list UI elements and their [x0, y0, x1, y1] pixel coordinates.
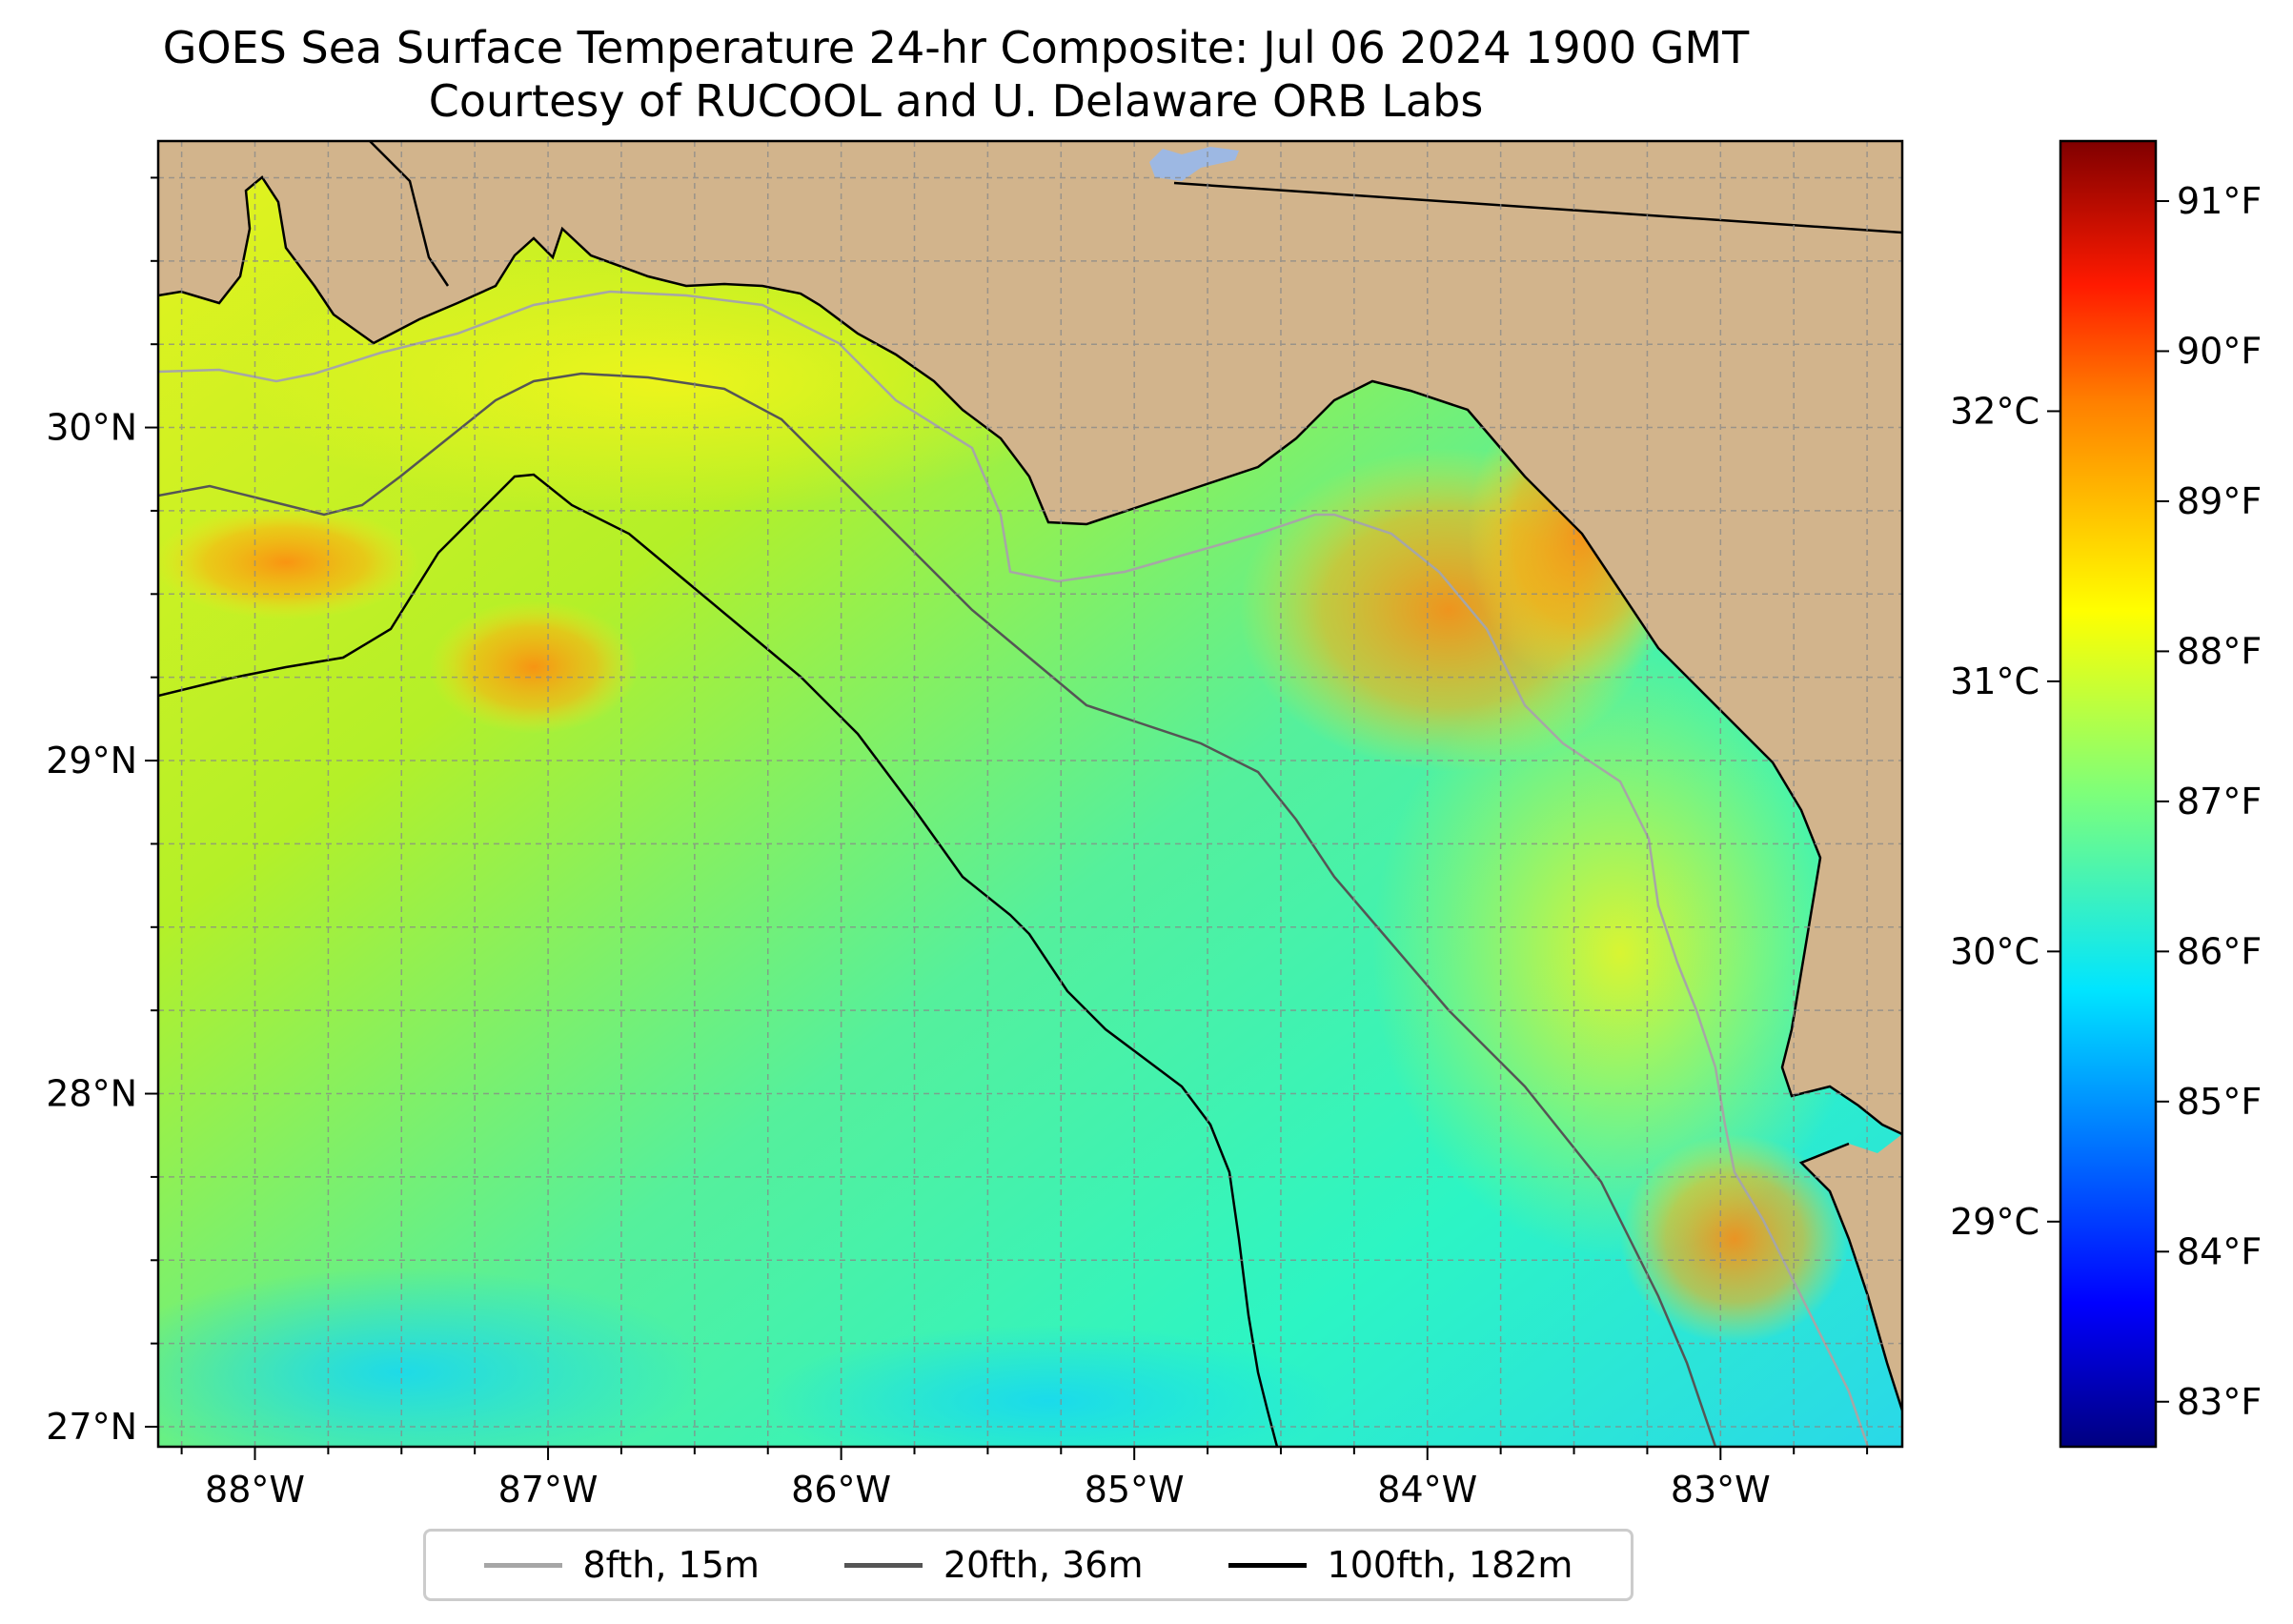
- colorbar-f-label: 83°F: [2177, 1381, 2262, 1423]
- warm-patch-central: [429, 600, 639, 734]
- legend-item-100fth: 100fth, 182m: [1228, 1544, 1573, 1586]
- lat-tick-label: 29°N: [46, 740, 137, 782]
- legend-label-100fth: 100fth, 182m: [1327, 1544, 1573, 1586]
- colorbar-f-label: 91°F: [2177, 180, 2262, 222]
- lon-tick-label: 86°W: [791, 1469, 891, 1511]
- legend-swatch-100fth: [1228, 1562, 1307, 1568]
- lon-tick-label: 85°W: [1085, 1469, 1185, 1511]
- colorbar-f-label: 84°F: [2177, 1230, 2262, 1272]
- colorbar-f-label: 85°F: [2177, 1081, 2262, 1123]
- lat-tick-label: 28°N: [46, 1073, 137, 1115]
- isobath-100fth: [158, 473, 1279, 1447]
- warm-patch-west: [158, 505, 419, 619]
- state-border-north: [1173, 181, 1902, 234]
- colorbar-c-label: 31°C: [1950, 660, 2039, 702]
- legend-item-8fth: 8fth, 15m: [483, 1544, 760, 1586]
- colorbar-f-label: 87°F: [2177, 781, 2262, 822]
- colorbar-f-label: 88°F: [2177, 630, 2262, 672]
- lon-tick-label: 84°W: [1377, 1469, 1477, 1511]
- isobath-20fth: [158, 372, 1717, 1447]
- figure-subtitle: Courtesy of RUCOOL and U. Delaware ORB L…: [428, 75, 1484, 127]
- lat-tick-label: 30°N: [46, 407, 137, 449]
- coastline-lower: [1798, 1142, 1902, 1411]
- legend-label-8fth: 8fth, 15m: [582, 1544, 760, 1586]
- lon-tick-label: 87°W: [498, 1469, 599, 1511]
- legend-label-20fth: 20fth, 36m: [943, 1544, 1144, 1586]
- isobath-8fth: [158, 290, 1870, 1447]
- land-panhandle: [158, 141, 1902, 1134]
- legend-item-20fth: 20fth, 36m: [843, 1544, 1144, 1586]
- colorbar-f-label: 89°F: [2177, 480, 2262, 522]
- colorbar-c-axis: 29°C 30°C 31°C 32°C: [1950, 390, 2060, 1243]
- colorbar-c-label: 29°C: [1950, 1201, 2039, 1243]
- coastline: [158, 175, 1902, 1136]
- lon-tick-label: 83°W: [1671, 1469, 1771, 1511]
- figure-title: GOES Sea Surface Temperature 24-hr Compo…: [162, 22, 1750, 73]
- colorbar-f-label: 90°F: [2177, 330, 2262, 372]
- yellow-band-coast: [1372, 648, 1868, 1258]
- lon-axis: 88°W 87°W 86°W 85°W 84°W 83°W: [180, 1447, 1869, 1511]
- legend: 8fth, 15m 20fth, 36m 100fth, 182m: [423, 1529, 1634, 1601]
- lake: [1149, 147, 1239, 181]
- land-lower-peninsula: [1801, 1134, 1902, 1411]
- gridlines: [158, 141, 1902, 1447]
- legend-swatch-20fth: [843, 1562, 923, 1568]
- colorbar-f-axis: 83°F 84°F 85°F 86°F 87°F 88°F 89°F 90°F 91°F: [2156, 180, 2262, 1423]
- colorbar: [2059, 139, 2158, 1449]
- lat-axis: 27°N 28°N 29°N 30°N: [46, 176, 158, 1448]
- cool-patch-south: [158, 1268, 705, 1447]
- state-border-west: [369, 141, 450, 287]
- colorbar-c-label: 32°C: [1950, 390, 2039, 432]
- cool-patch-southeast: [762, 1325, 1334, 1447]
- lon-tick-label: 88°W: [205, 1469, 305, 1511]
- lat-tick-label: 27°N: [46, 1406, 137, 1448]
- legend-swatch-8fth: [483, 1562, 562, 1568]
- map-frame: [156, 139, 1904, 1449]
- colorbar-f-label: 86°F: [2177, 930, 2262, 972]
- colorbar-c-label: 30°C: [1950, 930, 2039, 972]
